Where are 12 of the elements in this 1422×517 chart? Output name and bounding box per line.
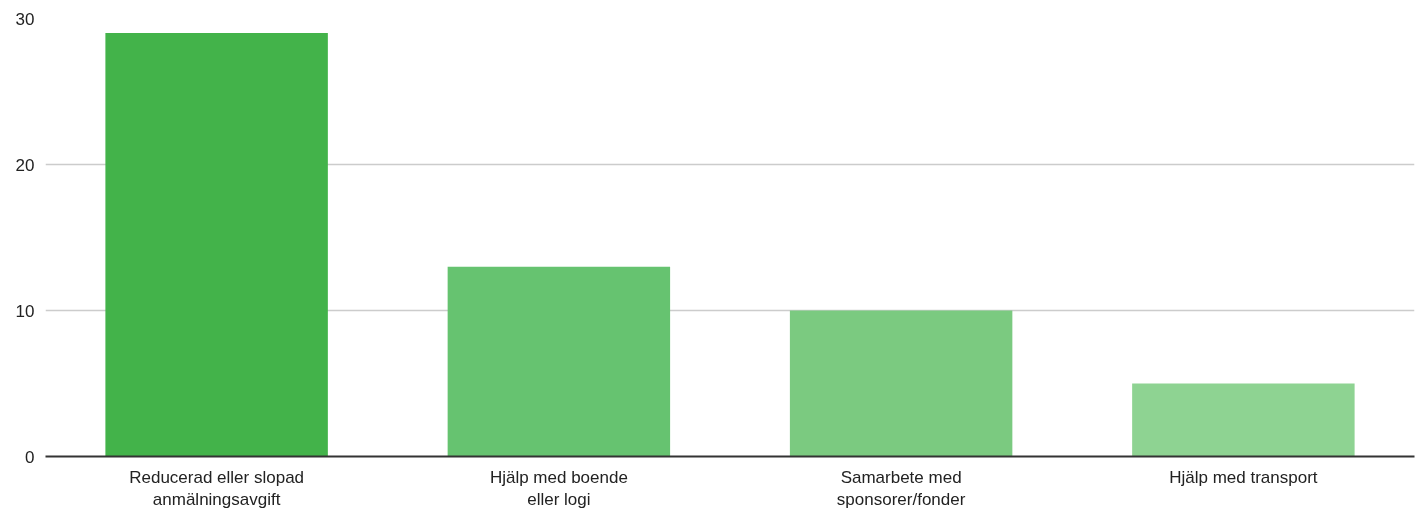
y-tick-label: 20 [15, 155, 35, 175]
x-tick-label: Hjälp med boende eller logi [489, 467, 628, 510]
x-tick-label: Samarbete med sponsorer/fonder [836, 467, 966, 510]
bar [789, 310, 1013, 457]
bar [447, 266, 671, 457]
y-tick-label: 0 [25, 447, 35, 467]
x-tick-label: Reducerad eller slopad anmälningsavgift [129, 467, 305, 510]
y-tick-label: 10 [15, 301, 35, 321]
bar [1132, 383, 1355, 457]
bar [105, 33, 328, 457]
x-tick-label: Hjälp med transport [1169, 467, 1318, 487]
y-tick-label: 30 [15, 9, 35, 29]
